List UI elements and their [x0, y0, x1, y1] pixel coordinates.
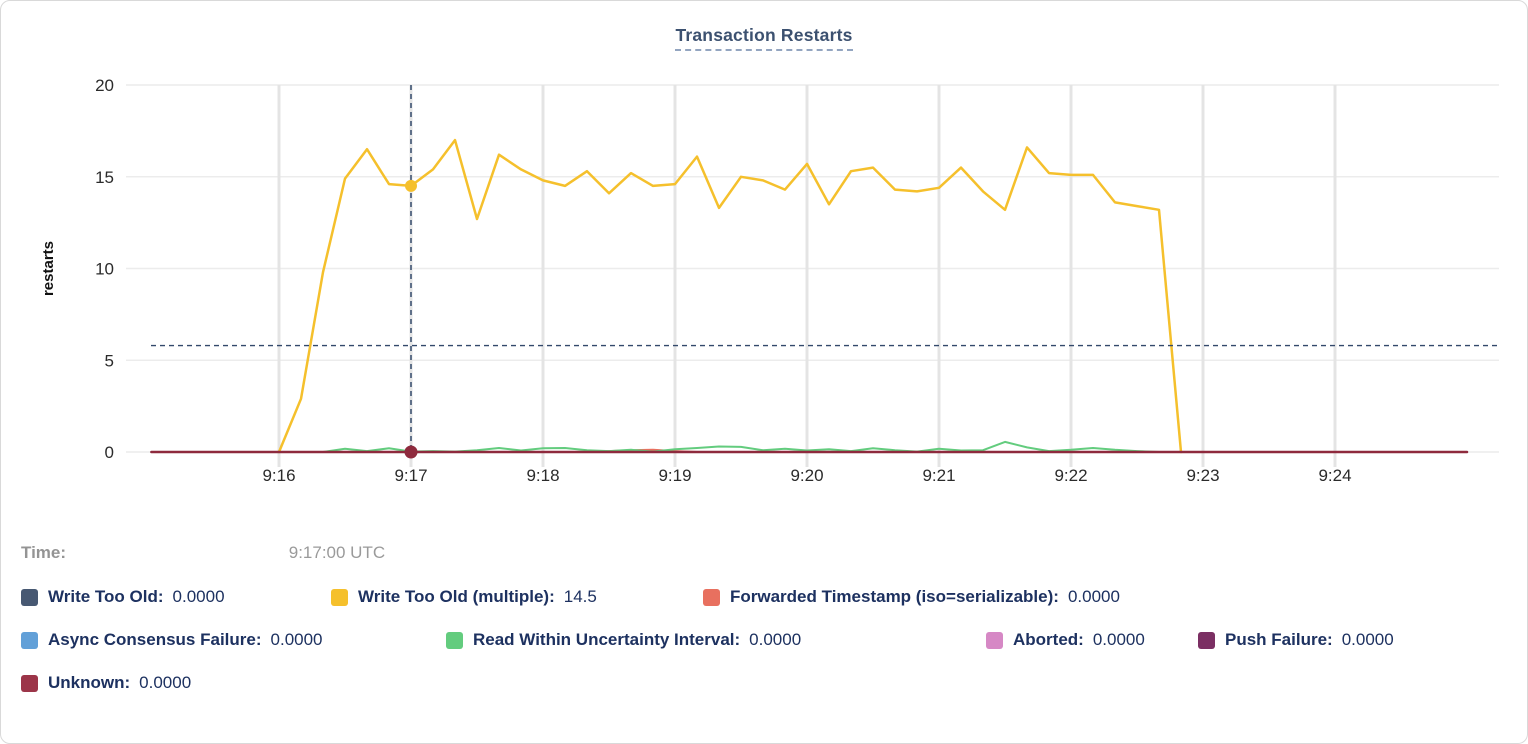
- series-line-read-within-uncertainty-interval: [322, 440, 1160, 453]
- legend-color-swatch-icon: [21, 674, 38, 692]
- legend-value: 0.0000: [749, 630, 802, 649]
- x-axis-tick-label: 9:19: [658, 466, 691, 485]
- x-axis-tick-label: 9:17: [394, 466, 427, 485]
- legend-color-swatch-icon: [1198, 631, 1215, 649]
- x-axis-tick-label: 9:23: [1186, 466, 1219, 485]
- legend-item-aborted[interactable]: Aborted: 0.0000: [986, 630, 1198, 650]
- legend-item-forwarded-timestamp-iso-serializable[interactable]: Forwarded Timestamp (iso=serializable): 0…: [703, 587, 1120, 607]
- hover-time-row: Time: 9:17:00 UTC: [1, 542, 1527, 564]
- legend-row: Async Consensus Failure: 0.0000 Read Withi…: [1, 630, 1527, 650]
- legend-value: 0.0000: [1067, 587, 1120, 606]
- hover-point-write-too-old-multiple: [405, 179, 417, 192]
- legend-row: Write Too Old: 0.0000 Write Too Old (multi…: [1, 587, 1527, 607]
- legend-color-swatch-icon: [703, 588, 720, 606]
- x-axis-tick-label: 9:22: [1054, 466, 1087, 485]
- x-axis-tick-label: 9:21: [922, 466, 955, 485]
- y-axis-tick-label: 20: [95, 76, 114, 95]
- legend-item-async-consensus-failure[interactable]: Async Consensus Failure: 0.0000: [21, 630, 446, 650]
- series-line-write-too-old-multiple: [277, 138, 1183, 454]
- legend-label: Aborted:: [1013, 630, 1084, 649]
- legend-label: Push Failure:: [1225, 630, 1333, 649]
- x-axis-tick-label: 9:18: [526, 466, 559, 485]
- legend-item-write-too-old-multiple[interactable]: Write Too Old (multiple): 14.5: [331, 587, 703, 607]
- legend: Write Too Old: 0.0000 Write Too Old (multi…: [1, 587, 1527, 713]
- legend-label: Write Too Old (multiple):: [358, 587, 555, 606]
- legend-label: Unknown:: [48, 673, 131, 692]
- y-axis-tick-label: 15: [95, 168, 114, 187]
- legend-label: Write Too Old:: [48, 587, 164, 606]
- hover-point-unknown: [404, 445, 418, 459]
- legend-color-swatch-icon: [21, 631, 38, 649]
- restarts-chart[interactable]: 0 5 10 15 20 9:16 9:17 9:18 9:19 9:20 9:21 9:22 9:23…: [1, 57, 1528, 499]
- legend-label: Read Within Uncertainty Interval:: [473, 630, 741, 649]
- legend-item-push-failure[interactable]: Push Failure: 0.0000: [1198, 630, 1394, 650]
- y-axis-tick-label: 0: [105, 443, 114, 462]
- x-axis-tick-label: 9:24: [1318, 466, 1351, 485]
- legend-item-read-within-uncertainty-interval[interactable]: Read Within Uncertainty Interval: 0.0000: [446, 630, 986, 650]
- legend-value: 0.0000: [1341, 630, 1394, 649]
- legend-value: 0.0000: [270, 630, 323, 649]
- legend-item-write-too-old[interactable]: Write Too Old: 0.0000: [21, 587, 331, 607]
- legend-color-swatch-icon: [331, 588, 348, 606]
- legend-color-swatch-icon: [21, 588, 38, 606]
- legend-color-swatch-icon: [986, 631, 1003, 649]
- x-axis-tick-label: 9:20: [790, 466, 823, 485]
- legend-value: 0.0000: [1092, 630, 1145, 649]
- time-label: Time:: [21, 543, 67, 562]
- chart-title[interactable]: Transaction Restarts: [675, 25, 853, 51]
- x-axis-tick-label: 9:16: [262, 466, 295, 485]
- legend-color-swatch-icon: [446, 631, 463, 649]
- legend-value: 0.0000: [139, 673, 192, 692]
- legend-value: 14.5: [563, 587, 597, 606]
- legend-value: 0.0000: [172, 587, 225, 606]
- y-axis-tick-label: 5: [105, 351, 114, 370]
- time-value: 9:17:00 UTC: [288, 543, 386, 562]
- y-axis-tick-label: 10: [95, 260, 114, 279]
- legend-item-unknown[interactable]: Unknown: 0.0000: [21, 673, 191, 693]
- y-axis-label: restarts: [40, 241, 57, 296]
- legend-label: Async Consensus Failure:: [48, 630, 262, 649]
- legend-row: Unknown: 0.0000: [1, 673, 1527, 693]
- chart-header: Transaction Restarts: [1, 1, 1527, 57]
- legend-label: Forwarded Timestamp (iso=serializable):: [730, 587, 1059, 606]
